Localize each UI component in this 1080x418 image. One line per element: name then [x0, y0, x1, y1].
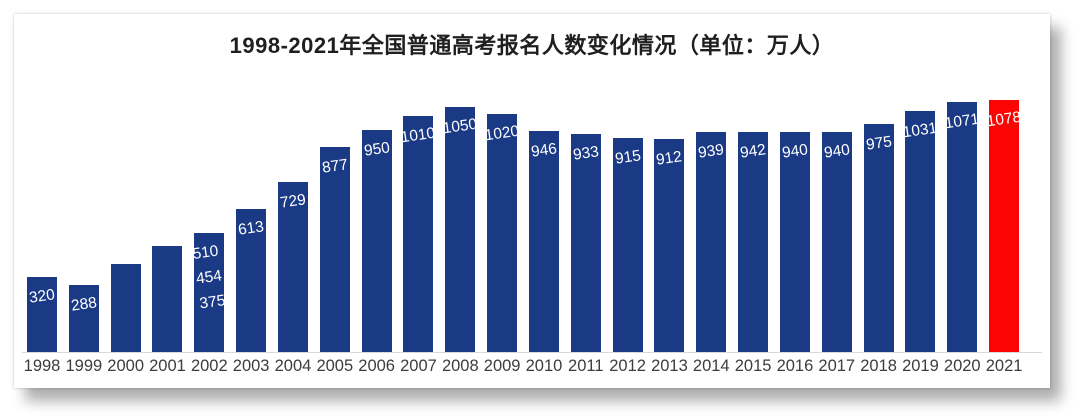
bar-value-label-2003: 613 — [237, 218, 266, 239]
x-tick-label-2004: 2004 — [274, 357, 312, 375]
bar-2021: 1078 — [986, 100, 1022, 352]
bar-2003: 613 — [236, 209, 267, 352]
bar-2012: 915 — [612, 138, 643, 352]
bar-value-label-2005: 877 — [320, 156, 349, 177]
bar-value-label-2011: 933 — [571, 143, 600, 164]
x-tick-label-2015: 2015 — [734, 357, 772, 375]
x-tick-label-2000: 2000 — [107, 357, 145, 375]
x-tick-label-2010: 2010 — [525, 357, 563, 375]
bar-1998: 320 — [27, 277, 57, 352]
bar-2016: 940 — [779, 132, 810, 352]
bar-value-label-2009: 1020 — [483, 122, 521, 145]
x-tick-label-2011: 2011 — [568, 357, 604, 375]
x-tick-label-2001: 2001 — [149, 357, 186, 375]
bar-2011: 933 — [570, 134, 601, 352]
bar-2008: 1050 — [442, 107, 479, 352]
bar-2017: 940 — [821, 132, 852, 352]
bar-value-label-2002: 510 454 375 — [191, 242, 227, 313]
x-tick-label-2009: 2009 — [483, 357, 521, 375]
x-tick-label-2006: 2006 — [358, 357, 395, 375]
x-tick-label-2007: 2007 — [400, 357, 437, 375]
bar-1999: 288 — [68, 285, 99, 352]
x-tick-label-2020: 2020 — [943, 357, 981, 375]
bar-value-label-2012: 915 — [613, 147, 642, 168]
bar-2005: 877 — [319, 147, 350, 352]
bar-2009: 1020 — [484, 114, 520, 352]
x-tick-label-2018: 2018 — [860, 357, 897, 375]
x-tick-label-2013: 2013 — [651, 357, 688, 375]
bar-value-label-2017: 940 — [822, 141, 851, 162]
bar-value-label-2010: 946 — [529, 140, 558, 161]
x-tick-label-1999: 1999 — [65, 357, 103, 375]
bar-value-label-2021: 1078 — [985, 108, 1023, 131]
x-tick-label-2014: 2014 — [692, 357, 730, 375]
bar-value-label-2008: 1050 — [442, 115, 479, 138]
x-tick-label-2005: 2005 — [316, 357, 354, 375]
x-tick-label-2019: 2019 — [902, 357, 939, 375]
chart-card: 1998-2021年全国普通高考报名人数变化情况（单位：万人） 320 1998 2… — [14, 14, 1050, 388]
bar-value-label-2020: 1071 — [943, 110, 981, 133]
bar-value-label-2014: 939 — [697, 141, 726, 162]
x-tick-label-2021: 2021 — [985, 357, 1023, 375]
bar-2000 — [110, 264, 141, 352]
bar-value-label-2019: 1031 — [902, 119, 939, 142]
bar-value-label-2018: 975 — [864, 133, 893, 154]
chart-title: 1998-2021年全国普通高考报名人数变化情况（单位：万人） — [229, 33, 835, 58]
bar-2015: 942 — [738, 132, 769, 352]
bar-value-label-2013: 912 — [655, 148, 684, 169]
bar-2001 — [152, 246, 183, 352]
bar-value-label-2007: 1010 — [400, 124, 437, 147]
bar-value-label-2006: 950 — [362, 139, 391, 160]
bar-2019: 1031 — [902, 111, 939, 352]
x-tick-label-2002: 2002 — [190, 357, 228, 375]
bar-2013: 912 — [654, 139, 685, 352]
x-tick-label-2012: 2012 — [609, 357, 646, 375]
bar-value-label-2016: 940 — [780, 141, 809, 162]
bar-2006: 950 — [361, 130, 392, 352]
bar-2007: 1010 — [400, 116, 437, 352]
x-tick-label-2003: 2003 — [232, 357, 270, 375]
bar-value-label-1998: 320 — [28, 286, 56, 307]
plot-area: 320 1998 288 1999 2000 2001 510 454 375 2002 613 20… — [14, 14, 1050, 388]
bar-2020: 1071 — [944, 102, 981, 352]
x-tick-label-2008: 2008 — [441, 357, 479, 375]
x-tick-label-2016: 2016 — [776, 357, 814, 375]
bar-2018: 975 — [863, 124, 894, 352]
bar-2010: 946 — [528, 131, 559, 352]
x-tick-label-1998: 1998 — [23, 357, 61, 375]
bar-2002: 510 454 375 — [191, 233, 227, 352]
bar-value-label-1999: 288 — [69, 294, 98, 315]
bar-value-label-2015: 942 — [739, 141, 768, 162]
x-tick-label-2017: 2017 — [818, 357, 856, 375]
bar-2004: 729 — [277, 182, 308, 352]
x-axis-line — [22, 352, 1042, 353]
bar-value-label-2004: 729 — [278, 191, 307, 212]
bar-2014: 939 — [696, 132, 727, 352]
